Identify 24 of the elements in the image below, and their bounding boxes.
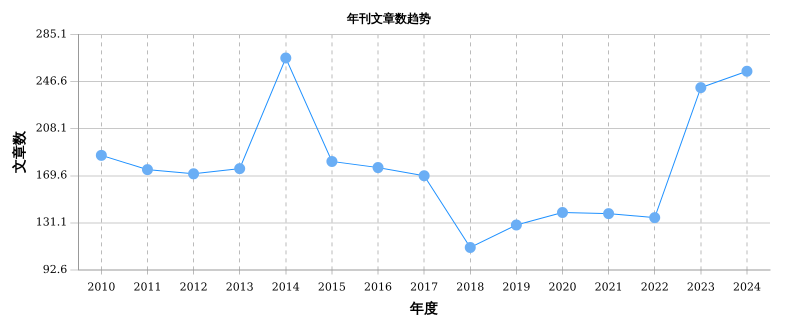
x-tick-label: 2011 xyxy=(133,280,162,294)
x-tick-label: 2016 xyxy=(364,280,392,294)
y-tick-label: 285.1 xyxy=(36,27,68,40)
x-tick-label: 2015 xyxy=(318,280,346,294)
x-tick-label: 2022 xyxy=(640,280,669,294)
x-tick-label: 2017 xyxy=(410,280,438,294)
y-tick-label: 131.1 xyxy=(36,216,68,229)
x-tick-label: 2021 xyxy=(594,280,623,294)
chart-title: 年刊文章数趋势 xyxy=(346,11,431,26)
y-tick-label: 92.6 xyxy=(42,262,68,276)
y-axis-title: 文章数 xyxy=(11,130,28,174)
y-tick-label: 246.6 xyxy=(36,74,68,88)
x-tick-label: 2023 xyxy=(686,280,715,294)
x-tick-label: 2014 xyxy=(272,280,300,294)
x-tick-label: 2010 xyxy=(87,280,116,294)
x-axis-title: 年度 xyxy=(409,300,438,318)
x-tick-label: 2020 xyxy=(548,280,576,294)
x-tick-label: 2013 xyxy=(226,280,254,294)
x-tick-label: 2019 xyxy=(502,280,530,294)
x-tick-label: 2024 xyxy=(732,280,761,294)
x-tick-label: 2012 xyxy=(180,280,208,294)
x-tick-label: 2018 xyxy=(456,280,484,294)
y-tick-label: 208.1 xyxy=(36,122,68,134)
y-tick-label: 169.6 xyxy=(36,168,68,182)
